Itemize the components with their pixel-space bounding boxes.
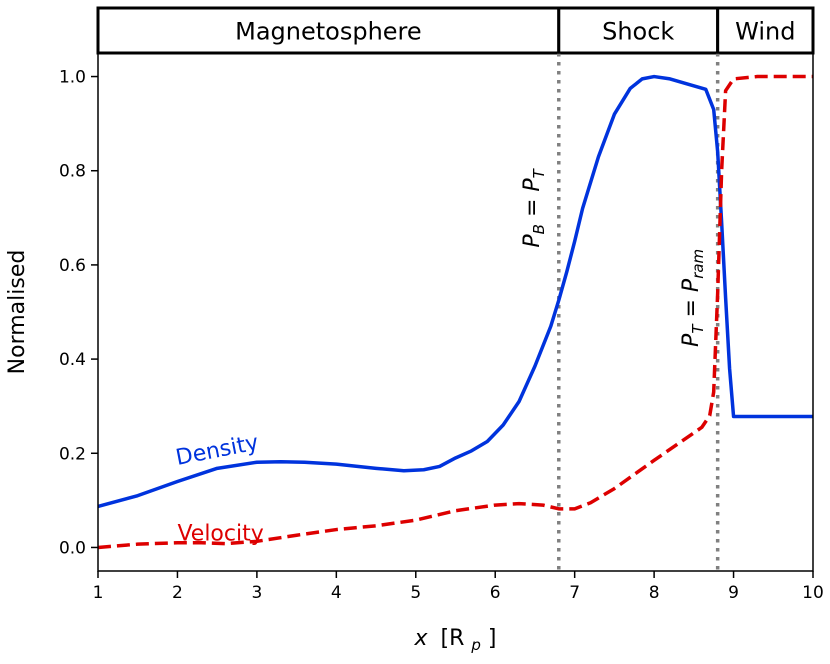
x-axis-label-unit-open: [R [441,626,465,651]
y-tick-label: 0.0 [59,538,86,558]
axis-ticks: 1 2 3 4 5 6 7 8 9 10 0.0 0.2 0.4 0.6 0.8 1.0 [59,68,824,603]
boundary-label-sub: ram [689,249,707,279]
x-tick-label: 1 [93,583,104,603]
x-axis-label-unit-sub: p [470,636,481,654]
x-tick-label: 4 [331,583,342,603]
y-tick-label: 0.8 [59,162,86,182]
boundary-label-sub: B [530,224,548,234]
y-axis-label: Normalised [5,250,30,375]
x-tick-label: 8 [649,583,660,603]
region-label: Wind [735,18,795,46]
y-tick-label: 0.2 [59,444,86,464]
x-tick-label: 3 [251,583,262,603]
x-axis-label-var: x [413,626,428,651]
x-axis-label: x [R p ] [413,626,496,656]
boundary-label-sub: T [530,167,548,178]
y-tick-label: 0.4 [59,350,86,370]
boundary-label-eq: = P [679,278,704,324]
boundary-label: PT = Pram [679,249,707,347]
boundary-label-main: P [679,333,704,347]
boundary-label: PB = PT [520,167,548,247]
x-tick-label: 10 [802,583,824,603]
boundary-label-eq: = P [520,178,545,224]
x-axis-label-unit-close: ] [488,626,497,651]
y-tick-label: 0.6 [59,256,86,276]
series-line-density [97,74,813,509]
x-tick-label: 5 [410,583,421,603]
x-tick-label: 7 [569,583,580,603]
plot-frame [97,52,814,572]
region-label: Magnetosphere [235,18,422,46]
series-lines [97,74,813,550]
boundary-label-main: P [520,234,545,248]
series-label-velocity: Velocity [177,521,263,546]
region-box [96,6,561,55]
x-tick-label: 6 [490,583,501,603]
series-line-velocity [97,74,813,550]
region-label: Shock [602,18,674,46]
boundary-label-sub: T [689,323,707,334]
y-tick-label: 1.0 [59,68,86,88]
x-tick-label: 9 [728,583,739,603]
region-bar: Magnetosphere Shock Wind [96,6,815,55]
x-tick-label: 2 [172,583,183,603]
